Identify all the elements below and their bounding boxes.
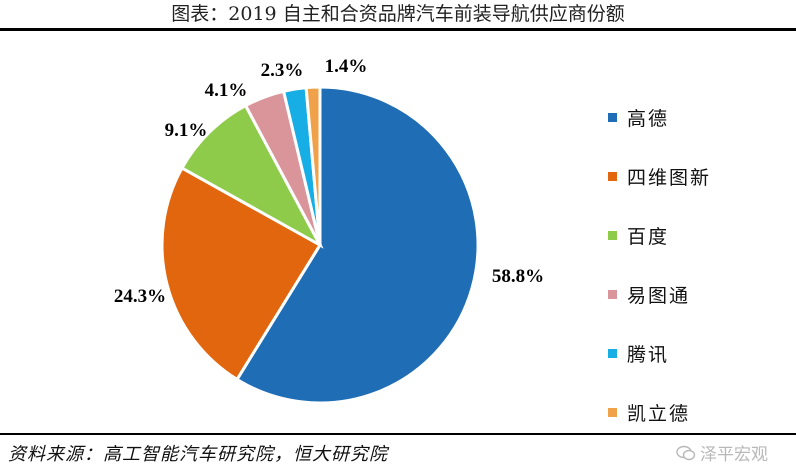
legend-item-careland: 凯立德 <box>608 383 788 442</box>
watermark-text: 泽平宏观 <box>700 445 768 465</box>
legend-label: 百度 <box>627 226 670 248</box>
pie-slice <box>304 85 322 246</box>
legend-label: 凯立德 <box>627 403 691 425</box>
legend-label: 腾讯 <box>627 344 670 366</box>
pie-slice <box>179 103 324 249</box>
slice-data-label: 58.8% <box>492 266 544 287</box>
legend-item-baidu: 百度 <box>608 206 788 265</box>
legend-item-tencent: 腾讯 <box>608 324 788 383</box>
chart-legend: 高德 四维图新 百度 易图通 腾讯 凯立德 <box>608 88 788 442</box>
legend-swatch <box>608 113 617 122</box>
slice-data-label: 24.3% <box>114 286 166 307</box>
legend-swatch <box>608 290 617 299</box>
slice-data-label: 4.1% <box>205 80 248 101</box>
title-divider <box>0 28 796 31</box>
slice-data-label: 1.4% <box>325 56 368 77</box>
pie-slice <box>234 85 480 405</box>
legend-swatch <box>608 172 617 181</box>
legend-swatch <box>608 349 617 358</box>
legend-swatch <box>608 231 617 240</box>
footer-divider <box>0 433 796 435</box>
source-note: 资料来源：高工智能汽车研究院，恒大研究院 <box>8 444 388 465</box>
legend-label: 四维图新 <box>627 167 712 189</box>
legend-label: 易图通 <box>627 285 691 307</box>
legend-item-emapgo: 易图通 <box>608 265 788 324</box>
legend-item-navinfo: 四维图新 <box>608 147 788 206</box>
slice-data-label: 9.1% <box>165 120 208 141</box>
legend-label: 高德 <box>627 108 670 130</box>
chart-title: 图表：2019 自主和合资品牌汽车前装导航供应商份额 <box>171 3 625 25</box>
slice-data-label: 2.3% <box>261 60 304 81</box>
legend-item-gaode: 高德 <box>608 88 788 147</box>
pie-slice <box>160 165 323 382</box>
wechat-icon <box>676 445 696 460</box>
watermark: 泽平宏观 <box>676 440 768 465</box>
legend-swatch <box>608 408 617 417</box>
